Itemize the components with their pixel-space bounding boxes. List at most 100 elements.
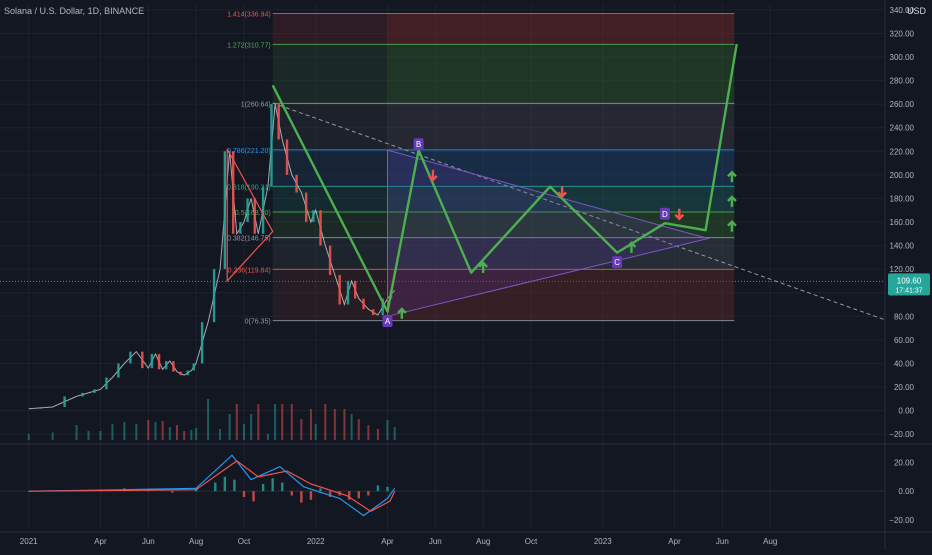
x-tick-label: 2022 bbox=[307, 537, 325, 546]
x-tick-label: 2023 bbox=[594, 537, 612, 546]
arrow-head bbox=[557, 191, 567, 199]
osc-histogram-bar bbox=[233, 479, 236, 492]
volume-bar bbox=[161, 421, 164, 440]
arrow-down-icon bbox=[428, 169, 438, 182]
price-series bbox=[27, 104, 396, 440]
symbol-name[interactable]: Solana / U.S. Dollar bbox=[4, 6, 83, 16]
pattern-label-b: B bbox=[413, 138, 424, 151]
volume-bar bbox=[168, 427, 171, 440]
volume-bar bbox=[147, 420, 150, 440]
x-tick-label: Jun bbox=[429, 537, 442, 546]
volume-bar bbox=[51, 432, 54, 440]
volume-bar bbox=[376, 429, 379, 440]
y-tick-label: 80.00 bbox=[894, 312, 915, 321]
osc-histogram-bar bbox=[357, 491, 360, 499]
price-candle bbox=[165, 361, 168, 370]
pattern-label-box bbox=[382, 314, 393, 327]
pattern-label-box bbox=[413, 138, 424, 151]
x-tick-label: Jun bbox=[142, 537, 155, 546]
osc-histogram-bar bbox=[290, 491, 294, 496]
fib-zone bbox=[387, 149, 735, 187]
price-candle bbox=[63, 396, 66, 408]
volume-bar bbox=[257, 404, 260, 440]
volume-bar bbox=[309, 409, 312, 440]
y-tick-label: 300.00 bbox=[890, 53, 915, 62]
osc-histogram-bar bbox=[309, 491, 313, 500]
volume-bar bbox=[333, 409, 336, 440]
drawing-overlays: A B C D bbox=[226, 43, 886, 327]
pattern-label-box bbox=[612, 256, 623, 269]
osc-histogram-bar bbox=[376, 485, 380, 492]
arrow-head bbox=[727, 220, 737, 227]
x-tick-label: Oct bbox=[525, 537, 538, 546]
oscillator-pane: 20.00 0.00 −20.00 bbox=[0, 454, 915, 525]
y-tick-label: 40.00 bbox=[894, 359, 915, 368]
y-tick-label: −20.00 bbox=[889, 430, 914, 439]
price-candle bbox=[353, 280, 357, 299]
volume-bar bbox=[176, 425, 178, 440]
fib-level-label: 0(76.35) bbox=[245, 319, 271, 326]
volume-bar bbox=[190, 430, 193, 440]
y-tick-label: 120.00 bbox=[890, 265, 915, 274]
volume-bar bbox=[228, 414, 231, 440]
fib-zone-extension bbox=[272, 269, 388, 321]
pattern-label-text: D bbox=[662, 210, 668, 219]
price-candle bbox=[295, 174, 298, 193]
arrow-head bbox=[478, 261, 489, 268]
price-candle bbox=[117, 363, 120, 378]
price-candle bbox=[200, 322, 204, 364]
arrow-head bbox=[727, 170, 737, 178]
y-tick-label: 340.00 bbox=[890, 6, 915, 15]
price-candle bbox=[338, 275, 341, 305]
price-badge-countdown: 17:41:37 bbox=[895, 287, 922, 294]
pattern-label-c: C bbox=[612, 256, 623, 269]
y-tick-label: 200.00 bbox=[890, 171, 915, 180]
price-candle bbox=[285, 139, 289, 175]
price-candle bbox=[223, 151, 227, 270]
osc-y-tick-label: −20.00 bbox=[889, 516, 914, 525]
fib-level-label: 0.786(221.20) bbox=[227, 148, 271, 155]
price-candle bbox=[179, 371, 182, 376]
chart-header: Solana / U.S. Dollar, 1D, BINANCE bbox=[4, 6, 145, 16]
triangle-pattern bbox=[387, 149, 710, 317]
exchange: BINANCE bbox=[104, 6, 145, 16]
x-tick-label: Apr bbox=[94, 537, 107, 546]
fib-level-label: 1(260.64) bbox=[241, 101, 271, 108]
price-candle bbox=[232, 151, 235, 234]
fib-zone bbox=[387, 269, 735, 321]
osc-histogram-bar bbox=[271, 478, 274, 492]
pattern-label-text: B bbox=[416, 140, 421, 149]
osc-histogram-bar bbox=[252, 491, 255, 502]
price-candle bbox=[129, 351, 132, 364]
left-triangle-pattern bbox=[226, 148, 274, 283]
price-candle bbox=[157, 353, 161, 370]
volume-bar bbox=[27, 434, 30, 440]
price-candle bbox=[150, 353, 154, 369]
fibonacci-levels: 1.414(336.94) 1.272(310.77) 1(260.64) 0.786… bbox=[227, 11, 735, 326]
x-tick-label: Aug bbox=[476, 537, 490, 546]
fib-zone-extension bbox=[272, 103, 388, 150]
volume-bar bbox=[195, 428, 198, 440]
osc-histogram-bar bbox=[223, 476, 227, 492]
pattern-label-box bbox=[659, 207, 670, 220]
osc-histogram-bar bbox=[328, 491, 332, 497]
osc-histogram-bar bbox=[386, 486, 389, 492]
y-tick-label: 220.00 bbox=[890, 147, 915, 156]
volume-bar bbox=[154, 422, 157, 440]
x-tick-label: Jun bbox=[716, 537, 729, 546]
price-candle bbox=[93, 389, 96, 393]
price-candle bbox=[328, 245, 332, 276]
volume-bar bbox=[219, 429, 222, 440]
volume-bar bbox=[135, 424, 138, 440]
price-badge bbox=[888, 273, 930, 296]
volume-bar bbox=[274, 404, 277, 440]
x-tick-label: Oct bbox=[238, 537, 251, 546]
arrow-head bbox=[396, 307, 407, 314]
currency-label[interactable]: USD bbox=[906, 6, 926, 16]
interval[interactable]: 1D bbox=[87, 6, 100, 16]
price-badge-group: 109.60 17:41:37 bbox=[888, 273, 930, 296]
price-candle bbox=[312, 210, 315, 222]
fib-zone bbox=[387, 103, 735, 150]
